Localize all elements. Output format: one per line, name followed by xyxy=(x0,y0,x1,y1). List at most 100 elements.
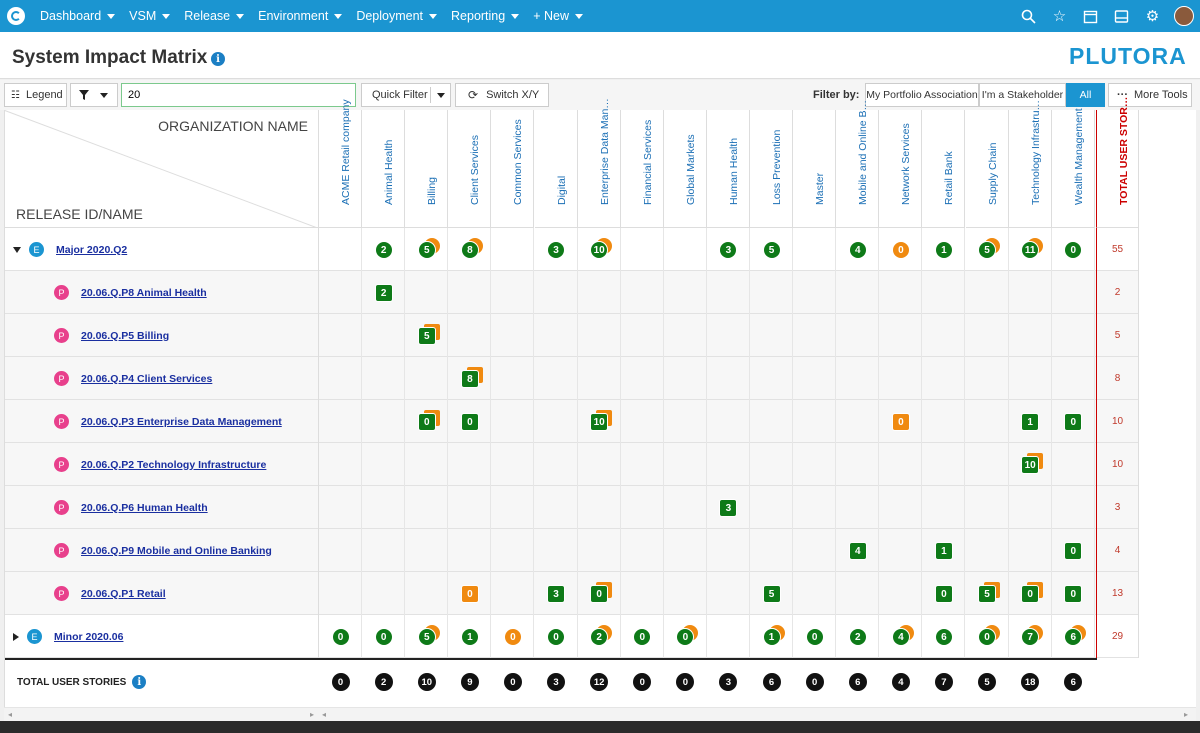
story-count-marker[interactable]: 6 xyxy=(935,629,952,645)
story-count-marker[interactable]: 8 xyxy=(461,242,478,258)
avatar[interactable] xyxy=(1174,6,1194,26)
filter-option[interactable]: My Portfolio Association xyxy=(865,83,979,107)
story-count-marker[interactable]: 1 xyxy=(1022,414,1039,430)
matrix-cell[interactable]: 3 xyxy=(535,572,578,615)
story-count-marker[interactable]: 0 xyxy=(935,586,952,602)
filter-dropdown-button[interactable] xyxy=(70,83,118,107)
matrix-cell[interactable]: 0 xyxy=(966,615,1009,658)
release-link[interactable]: Major 2020.Q2 xyxy=(56,243,128,256)
story-count-marker[interactable]: 3 xyxy=(548,586,565,602)
story-count-marker[interactable]: 0 xyxy=(1065,242,1082,258)
column-header[interactable]: Common Services xyxy=(491,110,535,228)
matrix-cell[interactable]: 0 xyxy=(578,572,621,615)
story-count-marker[interactable]: 3 xyxy=(720,500,737,516)
story-count-marker[interactable]: 0 xyxy=(1065,543,1082,559)
expand-icon[interactable] xyxy=(13,632,19,641)
search-input[interactable] xyxy=(121,83,356,107)
matrix-cell[interactable]: 0 xyxy=(1009,572,1052,615)
story-count-marker[interactable]: 0 xyxy=(634,629,651,645)
star-icon[interactable]: ☆ xyxy=(1052,8,1067,25)
matrix-cell[interactable]: 0 xyxy=(491,615,535,658)
matrix-cell[interactable]: 0 xyxy=(362,615,406,658)
story-count-marker[interactable]: 5 xyxy=(418,242,435,258)
matrix-cell[interactable]: 0 xyxy=(319,615,363,658)
nav-dashboard[interactable]: Dashboard xyxy=(33,0,122,32)
matrix-cell[interactable]: 11 xyxy=(1009,228,1052,271)
release-link[interactable]: 20.06.Q.P2 Technology Infrastructure xyxy=(81,458,267,471)
collapse-icon[interactable] xyxy=(13,246,21,253)
story-count-marker[interactable]: 11 xyxy=(1022,242,1039,258)
story-count-marker[interactable]: 0 xyxy=(979,629,996,645)
matrix-cell[interactable]: 3 xyxy=(535,228,578,271)
release-link[interactable]: 20.06.Q.P6 Human Health xyxy=(81,501,208,514)
matrix-cell[interactable]: 6 xyxy=(1052,615,1095,658)
story-count-marker[interactable]: 10 xyxy=(591,414,608,430)
switch-xy-button[interactable]: ⟳ Switch X/Y xyxy=(455,83,549,107)
column-header[interactable]: Supply Chain xyxy=(965,110,1009,228)
story-count-marker[interactable]: 0 xyxy=(591,586,608,602)
matrix-cell[interactable]: 6 xyxy=(922,615,966,658)
scroll-right-icon[interactable]: ▸ xyxy=(1184,710,1189,719)
release-link[interactable]: Minor 2020.06 xyxy=(54,630,124,643)
story-count-marker[interactable]: 2 xyxy=(591,629,608,645)
story-count-marker[interactable]: 0 xyxy=(461,586,478,602)
matrix-cell[interactable]: 0 xyxy=(1052,228,1095,271)
matrix-cell[interactable]: 5 xyxy=(750,572,794,615)
story-count-marker[interactable]: 4 xyxy=(892,629,909,645)
matrix-cell[interactable]: 2 xyxy=(578,615,621,658)
gear-icon[interactable]: ⚙ xyxy=(1145,8,1160,25)
story-count-marker[interactable]: 10 xyxy=(1022,457,1039,473)
matrix-cell[interactable]: 0 xyxy=(793,615,837,658)
matrix-cell[interactable]: 0 xyxy=(535,615,578,658)
release-link[interactable]: 20.06.Q.P5 Billing xyxy=(81,329,170,342)
matrix-cell[interactable]: 4 xyxy=(836,529,880,572)
matrix-cell[interactable]: 2 xyxy=(836,615,880,658)
matrix-cell[interactable]: 5 xyxy=(405,228,449,271)
legend-button[interactable]: ☷ Legend xyxy=(4,83,67,107)
story-count-marker[interactable]: 1 xyxy=(935,242,952,258)
story-count-marker[interactable]: 0 xyxy=(461,414,478,430)
release-link[interactable]: 20.06.Q.P4 Client Services xyxy=(81,372,213,385)
story-count-marker[interactable]: 4 xyxy=(849,543,866,559)
nav-new[interactable]: + New xyxy=(526,0,590,32)
story-count-marker[interactable]: 0 xyxy=(548,629,565,645)
matrix-cell[interactable]: 1 xyxy=(922,228,966,271)
matrix-cell[interactable]: 5 xyxy=(405,314,449,357)
quick-filter-select[interactable]: Quick Filter xyxy=(361,83,451,107)
column-header[interactable]: Global Markets xyxy=(663,110,707,228)
filter-option[interactable]: I'm a Stakeholder xyxy=(979,83,1066,107)
matrix-cell[interactable]: 0 xyxy=(448,400,492,443)
more-tools-button[interactable]: ··· More Tools xyxy=(1108,83,1192,107)
column-header[interactable]: Billing xyxy=(405,110,449,228)
matrix-cell[interactable]: 0 xyxy=(879,400,923,443)
story-count-marker[interactable]: 0 xyxy=(332,629,349,645)
column-header[interactable]: Master xyxy=(793,110,837,228)
matrix-cell[interactable]: 1 xyxy=(922,529,966,572)
matrix-cell[interactable]: 0 xyxy=(1052,400,1095,443)
story-count-marker[interactable]: 5 xyxy=(418,328,435,344)
matrix-cell[interactable]: 1 xyxy=(750,615,794,658)
column-header[interactable]: Animal Health xyxy=(362,110,406,228)
matrix-cell[interactable]: 0 xyxy=(448,572,492,615)
matrix-cell[interactable]: 5 xyxy=(966,572,1009,615)
column-header[interactable]: Retail Bank xyxy=(922,110,966,228)
story-count-marker[interactable]: 0 xyxy=(677,629,694,645)
story-count-marker[interactable]: 5 xyxy=(763,586,780,602)
matrix-cell[interactable]: 5 xyxy=(405,615,449,658)
matrix-cell[interactable]: 10 xyxy=(1009,443,1052,486)
story-count-marker[interactable]: 5 xyxy=(418,629,435,645)
column-header[interactable]: Human Health xyxy=(706,110,750,228)
matrix-cell[interactable]: 10 xyxy=(578,228,621,271)
matrix-cell[interactable]: 1 xyxy=(1009,400,1052,443)
column-header[interactable]: Digital xyxy=(534,110,578,228)
release-link[interactable]: 20.06.Q.P3 Enterprise Data Management xyxy=(81,415,282,428)
release-link[interactable]: 20.06.Q.P8 Animal Health xyxy=(81,286,207,299)
story-count-marker[interactable]: 0 xyxy=(375,629,392,645)
matrix-cell[interactable]: 7 xyxy=(1009,615,1052,658)
matrix-cell[interactable]: 0 xyxy=(405,400,449,443)
matrix-cell[interactable]: 0 xyxy=(922,572,966,615)
story-count-marker[interactable]: 1 xyxy=(763,629,780,645)
matrix-cell[interactable]: 1 xyxy=(448,615,492,658)
scroll-left-icon[interactable]: ◂ xyxy=(322,710,327,719)
story-count-marker[interactable]: 0 xyxy=(892,414,909,430)
